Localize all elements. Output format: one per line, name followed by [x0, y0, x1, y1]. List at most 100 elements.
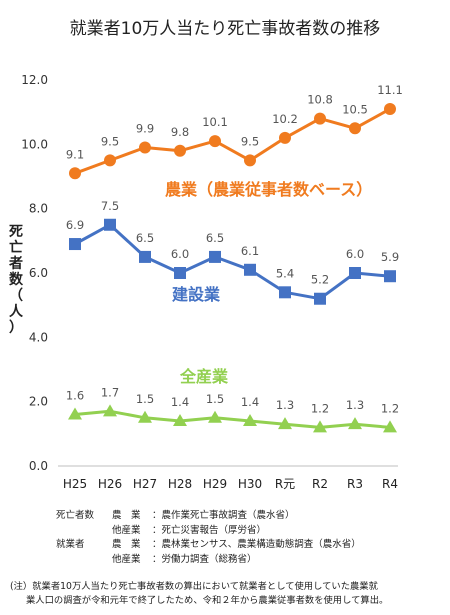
- data-point: [173, 413, 187, 426]
- data-label: 11.1: [377, 83, 403, 97]
- data-point: [68, 407, 82, 420]
- source-row: 他産業 ：死亡災害報告（厚労省）: [56, 524, 361, 539]
- data-point: [209, 250, 221, 263]
- data-point: [244, 154, 256, 167]
- data-label: 10.2: [272, 112, 298, 126]
- chart-title: 就業者10万人当たり死亡事故者数の推移: [69, 19, 381, 39]
- y-tick-label: 12.0: [21, 73, 48, 87]
- data-point: [104, 154, 116, 167]
- data-point: [208, 410, 222, 423]
- data-label: 6.0: [346, 247, 364, 261]
- x-tick-label: R3: [347, 477, 363, 491]
- data-label: 10.8: [307, 93, 333, 107]
- data-label: 5.4: [276, 266, 294, 280]
- data-point: [279, 286, 291, 299]
- data-point: [279, 131, 291, 144]
- data-label: 6.9: [66, 218, 84, 232]
- data-point: [139, 250, 151, 263]
- source-row: 死亡者数 農 業 ：農作業死亡事故調査（農水省）: [56, 509, 361, 524]
- data-label: 1.4: [241, 395, 259, 409]
- data-label: 9.1: [66, 147, 84, 161]
- data-point: [349, 267, 361, 279]
- y-tick-label: 6.0: [29, 266, 48, 280]
- data-point: [139, 141, 151, 154]
- y-tick-label: 0.0: [29, 459, 48, 473]
- data-point: [313, 420, 327, 433]
- data-label: 6.5: [206, 231, 224, 245]
- data-point: [243, 413, 257, 426]
- y-tick-label: 4.0: [29, 330, 48, 344]
- footnote-line-1: (注）就業者10万人当たり死亡事故者数の算出において就業者として使用していた農業…: [10, 581, 378, 592]
- data-label: 9.8: [171, 125, 189, 139]
- data-point: [314, 112, 326, 125]
- data-point: [349, 122, 361, 135]
- data-label: 7.5: [101, 199, 119, 213]
- data-label: 5.2: [311, 273, 329, 287]
- source-category: 死亡者数: [56, 510, 95, 521]
- data-label: 9.5: [241, 134, 259, 148]
- data-point: [384, 270, 396, 283]
- series-label: 全産業: [179, 367, 229, 386]
- series-line: [74, 107, 391, 175]
- footnote-line-2: 業人口の調査が令和元年で終了したため、令和２年から農業従事者数を使用して算出。: [26, 595, 389, 606]
- y-tick-label: 2.0: [29, 395, 48, 409]
- series-label: 農業（農業従事者数ベース）: [165, 180, 372, 199]
- data-label: 1.2: [381, 401, 399, 415]
- data-point: [174, 267, 186, 279]
- data-label: 9.5: [101, 134, 119, 148]
- footnote: (注）就業者10万人当たり死亡事故者数の算出において就業者として使用していた農業…: [10, 580, 442, 608]
- source-category: 就業者: [56, 539, 85, 550]
- data-point: [69, 167, 81, 180]
- x-tick-label: H26: [98, 477, 122, 491]
- series-line: [74, 409, 391, 429]
- data-point: [383, 420, 397, 433]
- data-label: 1.5: [206, 392, 224, 406]
- x-tick-label: R元: [275, 477, 295, 491]
- source-kind: 農 業: [112, 510, 141, 521]
- data-point: [278, 417, 292, 430]
- data-point: [138, 410, 152, 423]
- source-kind: 農 業: [112, 539, 141, 550]
- series-line: [74, 223, 391, 301]
- data-label: 10.1: [202, 115, 228, 129]
- data-point: [104, 218, 116, 231]
- x-tick-label: H25: [63, 477, 87, 491]
- data-label: 9.9: [136, 122, 154, 136]
- data-point: [209, 135, 221, 148]
- data-point: [69, 238, 81, 251]
- data-point: [314, 292, 326, 305]
- source-kind: 他産業: [112, 524, 141, 536]
- series-label: 建設業: [172, 285, 221, 304]
- source-kind: 他産業: [112, 553, 141, 565]
- x-tick-label: R4: [382, 477, 398, 491]
- source-row: 就業者 農 業 ：農林業センサス、農業構造動態調査（農水省）: [56, 538, 361, 553]
- data-point: [174, 144, 186, 157]
- source-text: ：死亡災害報告（厚労省）: [152, 524, 267, 536]
- data-label: 6.5: [136, 231, 154, 245]
- x-tick-label: H29: [203, 477, 227, 491]
- y-tick-label: 8.0: [29, 202, 48, 216]
- data-label: 1.3: [276, 398, 294, 412]
- x-tick-label: H30: [238, 477, 262, 491]
- data-label: 5.9: [381, 250, 399, 264]
- x-tick-label: H28: [168, 477, 192, 491]
- source-text: ：労働力調査（総務省）: [152, 553, 257, 565]
- data-point: [103, 404, 117, 417]
- data-label: 1.6: [66, 389, 84, 403]
- data-sources: 死亡者数農 業：農作業死亡事故調査（農水省） 他産業 ：死亡災害報告（厚労省） 就…: [56, 509, 361, 567]
- data-label: 6.0: [171, 247, 189, 261]
- data-label: 1.3: [346, 398, 364, 412]
- data-point: [244, 263, 256, 276]
- source-row: 他産業 ：労働力調査（総務省）: [56, 553, 361, 568]
- data-point: [384, 102, 396, 115]
- data-label: 1.2: [311, 401, 329, 415]
- x-tick-label: H27: [133, 477, 157, 491]
- data-label: 6.1: [241, 244, 259, 258]
- data-label: 1.7: [101, 385, 119, 399]
- data-label: 10.5: [342, 102, 368, 116]
- source-text: ：農林業センサス、農業構造動態調査（農水省）: [152, 539, 361, 550]
- source-text: ：農作業死亡事故調査（農水省）: [152, 510, 295, 521]
- data-label: 1.4: [171, 395, 189, 409]
- x-tick-label: R2: [312, 477, 328, 491]
